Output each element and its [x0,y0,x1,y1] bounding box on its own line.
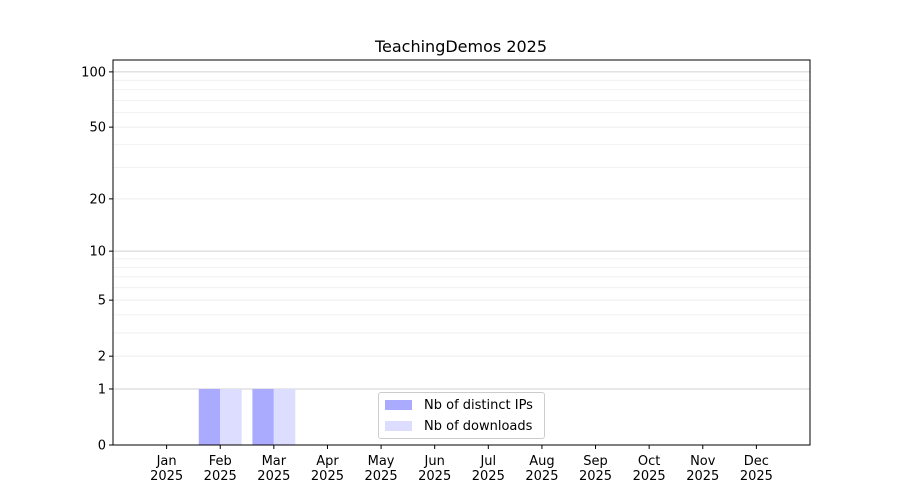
x-tick-label: Nov 2025 [686,454,719,484]
x-tick-label: Jul 2025 [472,454,505,484]
x-tick-label: Oct 2025 [633,454,666,484]
y-tick-label: 100 [81,65,106,80]
y-tick-label: 5 [98,294,106,309]
x-tick-label: Jun 2025 [418,454,451,484]
legend-label: Nb of distinct IPs [424,397,533,413]
legend-item-distinct-ips: Nb of distinct IPs [385,396,533,414]
y-tick-label: 10 [89,245,106,260]
x-tick-label: Apr 2025 [311,454,344,484]
x-tick-label: Sep 2025 [579,454,612,484]
y-tick-label: 1 [98,382,106,397]
y-tick-label: 50 [89,121,106,136]
y-tick-label: 20 [89,192,106,207]
legend-label: Nb of downloads [424,418,533,434]
x-tick-label: May 2025 [365,454,398,484]
chart-title: TeachingDemos 2025 [374,37,547,56]
bar-downloads [220,388,242,445]
x-tick-label: Aug 2025 [525,454,558,484]
legend-swatch [385,400,412,410]
legend-item-downloads: Nb of downloads [385,417,532,435]
legend-swatch [385,421,412,431]
bar-distinct-ips [252,388,274,445]
plot-frame [112,59,811,446]
x-tick-label: Mar 2025 [257,454,290,484]
bar-downloads [273,388,296,445]
y-tick-label: 2 [98,350,106,365]
legend: Nb of distinct IPs Nb of downloads [378,392,545,439]
x-tick-label: Dec 2025 [740,454,773,484]
x-tick-label: Jan 2025 [150,454,183,484]
x-tick-label: Feb 2025 [204,454,237,484]
y-tick-label: 0 [98,439,106,454]
bar-distinct-ips [198,388,221,445]
